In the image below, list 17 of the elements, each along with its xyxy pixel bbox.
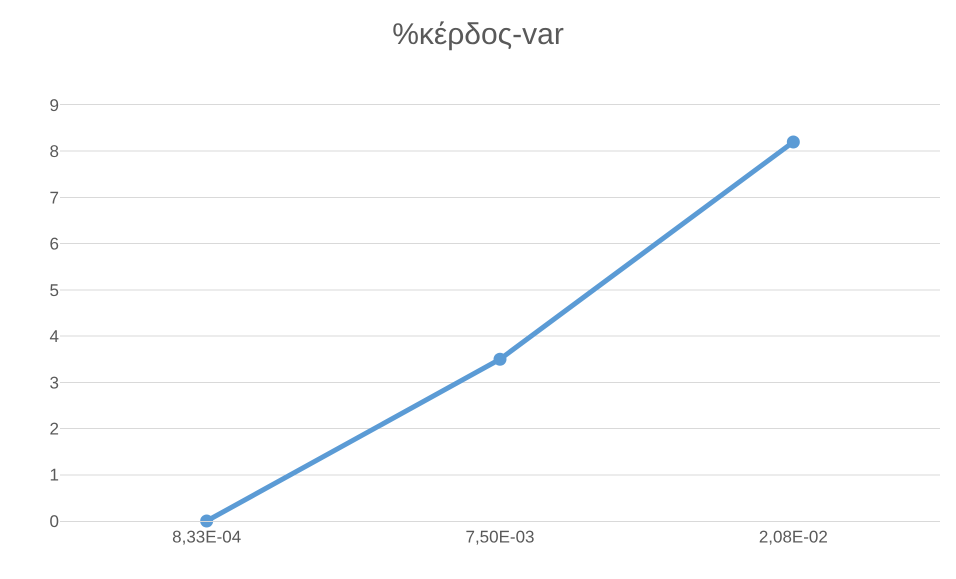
y-tick-label: 5: [50, 280, 59, 300]
y-tick-label: 6: [50, 234, 59, 254]
point: [786, 135, 800, 148]
y-tick-label: 8: [50, 142, 59, 162]
point: [494, 352, 506, 366]
y-tick-label: 3: [50, 373, 59, 392]
y-tick-label: 4: [50, 327, 59, 346]
point: [200, 514, 214, 528]
chart-title: %κέρδος-var: [392, 18, 564, 52]
x-tick-label: 2,08E-02: [758, 528, 828, 547]
y-tick-label: 9: [50, 96, 59, 115]
x-tick-label: 8,33E-04: [172, 528, 242, 547]
y-tick-label: 0: [50, 512, 59, 531]
y-tick-label: 2: [50, 420, 59, 439]
y-tick-label: 1: [50, 466, 59, 485]
y-tick-label: 7: [50, 188, 59, 208]
x-tick-label: 7,50E-03: [466, 528, 534, 547]
